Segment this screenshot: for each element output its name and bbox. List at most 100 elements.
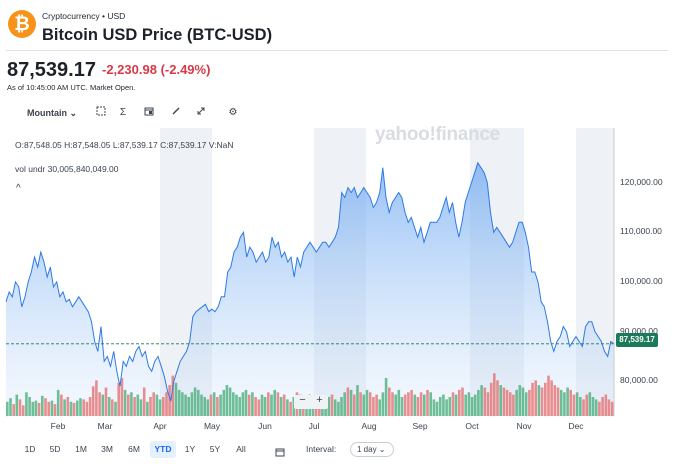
volume-bar bbox=[451, 392, 455, 417]
volume-bar bbox=[610, 401, 614, 417]
volume-bar bbox=[95, 380, 98, 416]
volume-bar bbox=[142, 387, 146, 416]
range-all-button[interactable]: All bbox=[236, 444, 246, 454]
indicators-icon[interactable]: Σ bbox=[119, 107, 127, 118]
range-5d-button[interactable]: 5D bbox=[49, 444, 61, 454]
volume-bar bbox=[85, 401, 89, 417]
volume-bar bbox=[171, 375, 175, 416]
volume-bar bbox=[76, 400, 79, 416]
volume-bar bbox=[496, 380, 499, 416]
volume-bar bbox=[72, 402, 76, 416]
volume-bar bbox=[6, 401, 9, 417]
settings-icon[interactable]: ⚙ bbox=[228, 107, 238, 118]
quote-change-value: -2,230.98 bbox=[102, 62, 157, 77]
volume-bar bbox=[388, 387, 391, 416]
volume-bar bbox=[25, 392, 28, 417]
volume-bar bbox=[483, 387, 487, 416]
volume-bar bbox=[448, 397, 452, 416]
range-selector: 1D 5D 1M 3M 6M YTD 1Y 5Y All Interval: 1 day ⌄ bbox=[0, 441, 680, 459]
volume-bar bbox=[572, 394, 576, 416]
volume-bar bbox=[547, 375, 550, 416]
volume-bar bbox=[66, 397, 70, 416]
volume-bar bbox=[63, 399, 66, 416]
volume-bar bbox=[130, 392, 133, 417]
volume-bar bbox=[34, 400, 38, 416]
volume-bar bbox=[330, 394, 334, 416]
volume-bar bbox=[155, 394, 159, 416]
volume-bar bbox=[343, 392, 346, 417]
volume-bar bbox=[318, 404, 321, 416]
volume-bar bbox=[60, 394, 63, 416]
volume-bar bbox=[292, 397, 296, 416]
volume-bar bbox=[162, 397, 165, 416]
volume-bar bbox=[168, 385, 171, 416]
volume-bar bbox=[21, 405, 25, 416]
compare-icon[interactable] bbox=[95, 104, 107, 122]
range-3m-button[interactable]: 3M bbox=[101, 444, 113, 454]
volume-bar bbox=[607, 399, 611, 416]
volume-bar bbox=[50, 400, 54, 416]
volume-bar bbox=[423, 394, 426, 416]
y-tick-label: 90,000.00 bbox=[620, 325, 658, 336]
expand-icon[interactable] bbox=[195, 104, 207, 122]
interval-dropdown[interactable]: 1 day ⌄ bbox=[350, 442, 394, 457]
draw-icon[interactable] bbox=[170, 104, 182, 122]
volume-bar bbox=[359, 392, 362, 417]
volume-bar bbox=[435, 401, 439, 417]
calendar-icon[interactable] bbox=[275, 444, 285, 457]
breadcrumb[interactable]: Cryptocurrency • USD bbox=[42, 11, 126, 21]
volume-bar bbox=[524, 392, 528, 417]
volume-bar bbox=[337, 401, 340, 417]
range-5y-button[interactable]: 5Y bbox=[209, 444, 221, 454]
ohlc-readout: O:87,548.05 H:87,548.05 L:87,539.17 C:87… bbox=[15, 140, 234, 150]
volume-bar bbox=[279, 397, 283, 416]
volume-bar bbox=[601, 397, 604, 416]
bitcoin-logo-icon: ₿ bbox=[8, 10, 36, 38]
zoom-out-button[interactable]: − bbox=[299, 394, 306, 406]
volume-bar bbox=[378, 399, 381, 416]
volume-bar bbox=[604, 394, 608, 416]
range-1y-button[interactable]: 1Y bbox=[184, 444, 196, 454]
volume-bar bbox=[114, 401, 117, 417]
volume-bar bbox=[104, 387, 108, 416]
range-6m-button[interactable]: 6M bbox=[128, 444, 140, 454]
y-tick-label: 120,000.00 bbox=[620, 176, 663, 187]
volume-bar bbox=[585, 394, 588, 416]
volume-bar bbox=[200, 394, 203, 416]
volume-bar bbox=[47, 401, 50, 417]
volume-bar bbox=[18, 399, 22, 416]
volume-bar bbox=[158, 399, 162, 416]
volume-bar bbox=[44, 398, 47, 416]
volume-bar bbox=[238, 397, 241, 416]
volume-bar bbox=[426, 389, 429, 416]
x-tick-label: May bbox=[203, 421, 221, 431]
volume-bar bbox=[289, 401, 292, 417]
range-ytd-button[interactable]: YTD bbox=[150, 441, 176, 458]
chart-type-dropdown[interactable]: Mountain ⌄ bbox=[27, 104, 77, 122]
volume-bar bbox=[454, 394, 458, 416]
volume-bar bbox=[442, 394, 445, 416]
events-icon[interactable] bbox=[143, 104, 155, 122]
collapse-legend-icon[interactable]: ^ bbox=[16, 183, 21, 194]
volume-bar bbox=[181, 392, 184, 417]
volume-bar bbox=[146, 401, 149, 417]
zoom-in-button[interactable]: + bbox=[316, 394, 323, 406]
volume-bar bbox=[515, 389, 518, 416]
price-chart-svg[interactable] bbox=[0, 124, 680, 418]
volume-bar bbox=[123, 389, 127, 416]
volume-bar bbox=[152, 392, 155, 417]
volume-bar bbox=[512, 394, 515, 416]
volume-bar bbox=[394, 394, 397, 416]
range-1d-button[interactable]: 1D bbox=[24, 444, 36, 454]
volume-bar bbox=[190, 392, 194, 417]
volume-bar bbox=[203, 397, 206, 416]
quote-header: ₿ Cryptocurrency • USD Bitcoin USD Price… bbox=[0, 0, 680, 52]
volume-bar bbox=[550, 380, 553, 416]
y-tick-label: 80,000.00 bbox=[620, 375, 658, 386]
price-chart[interactable]: yahoo!finance O:87,548.05 H:87,548.05 L:… bbox=[0, 124, 680, 431]
range-1m-button[interactable]: 1M bbox=[75, 444, 87, 454]
volume-bar bbox=[467, 392, 471, 417]
volume-readout: vol undr 30,005,840,049.00 bbox=[15, 164, 119, 174]
volume-bar bbox=[165, 392, 168, 417]
volume-bar bbox=[88, 397, 92, 416]
